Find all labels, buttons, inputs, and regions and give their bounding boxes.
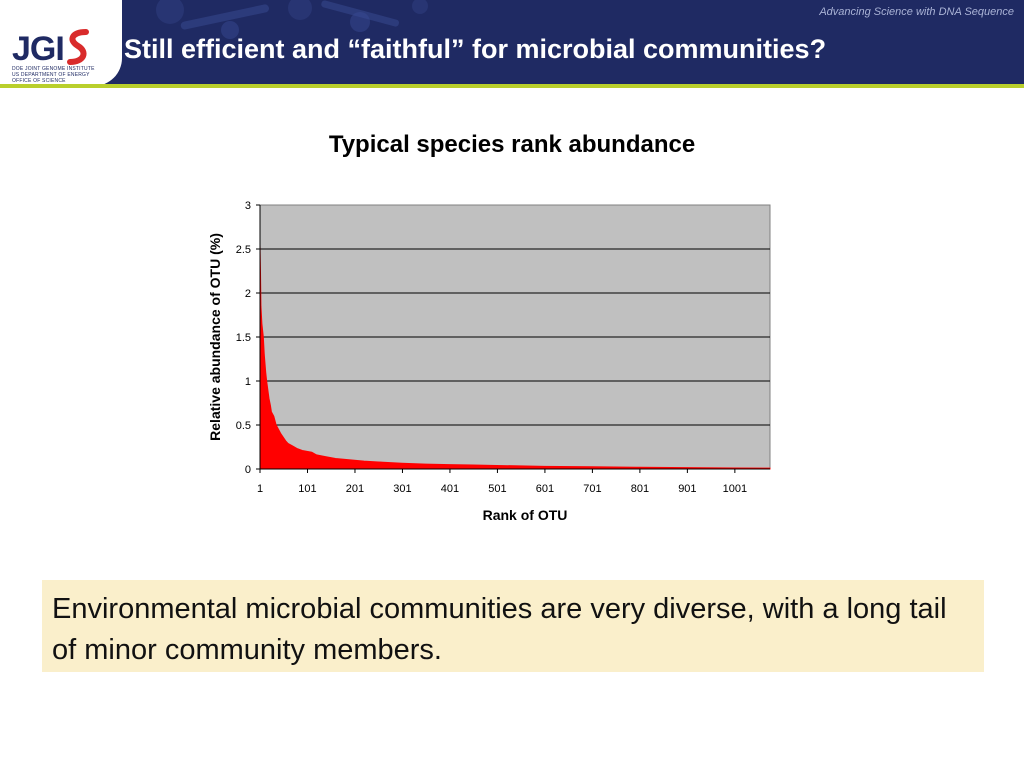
y-tick-label: 1.5 [236,332,251,344]
y-tick-label: 1 [245,376,251,388]
x-tick-label: 301 [393,483,411,495]
accent-bar [0,84,1024,88]
x-tick-label: 501 [488,483,506,495]
x-tick-label: 101 [298,483,316,495]
logo-subtext: DOE JOINT GENOME INSTITUTE US DEPARTMENT… [12,66,95,84]
x-tick-label: 1 [257,483,263,495]
x-tick-label: 901 [678,483,696,495]
note-box: Environmental microbial communities are … [42,580,984,672]
x-tick-label: 701 [583,483,601,495]
note-text: Environmental microbial communities are … [52,593,947,666]
x-tick-label: 1001 [723,483,747,495]
x-tick-label: 801 [631,483,649,495]
chart-title: Typical species rank abundance [328,131,696,158]
abundance-series [259,244,771,470]
x-axis-label: Rank of OTU [483,507,568,523]
slide-title: Still efficient and “faithful” for micro… [124,34,827,64]
logo-text: JGI [12,30,65,68]
y-tick-label: 0 [245,464,251,476]
x-tick-label: 201 [346,483,364,495]
y-tick-label: 0.5 [236,420,251,432]
header-tagline: Advancing Science with DNA Sequence [819,6,1014,18]
y-tick-label: 3 [245,200,251,212]
x-tick-label: 601 [536,483,554,495]
y-tick-label: 2.5 [236,244,251,256]
header-background-graphic [156,0,428,39]
logo-swoosh-icon [67,29,89,65]
slide-header: JGI DOE JOINT GENOME INSTITUTE US DEPART… [0,0,1024,84]
rank-abundance-chart: 0 0.5 1 1.5 2 2.5 3 1 101 201 301 401 501 601 701 801 90… [207,200,771,523]
x-tick-label: 401 [441,483,459,495]
y-tick-label: 2 [245,288,251,300]
jgi-logo: JGI DOE JOINT GENOME INSTITUTE US DEPART… [0,0,122,84]
y-axis-label: Relative abundance of OTU (%) [207,233,223,441]
